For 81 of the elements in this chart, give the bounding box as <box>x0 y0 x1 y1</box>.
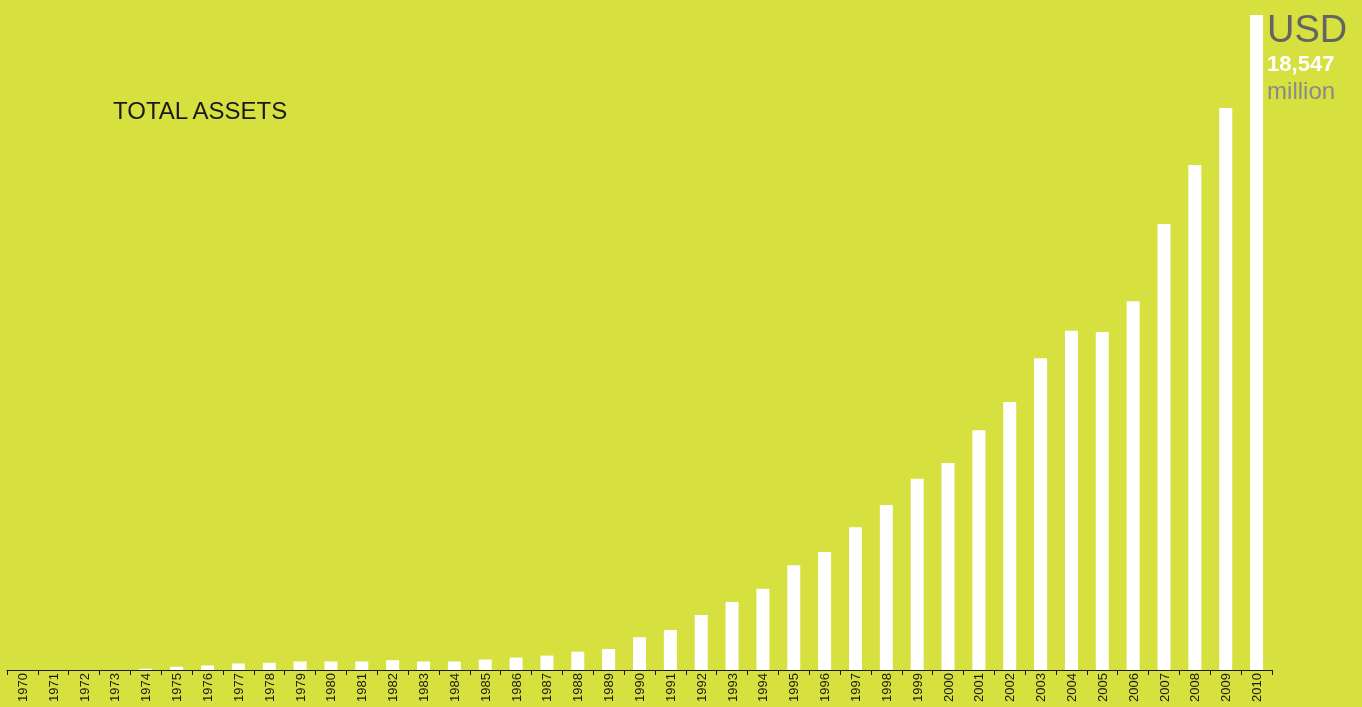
bar <box>787 565 801 670</box>
bar <box>941 463 955 670</box>
x-tick-label: 1993 <box>724 673 740 702</box>
x-tick-label: 2007 <box>1156 673 1172 702</box>
x-tick-label: 1984 <box>446 673 462 702</box>
bar <box>170 666 184 670</box>
x-tick-label: 1980 <box>323 673 339 702</box>
bar <box>478 659 492 670</box>
x-tick-label: 2000 <box>940 673 956 702</box>
x-tick-label: 1983 <box>416 673 432 702</box>
x-tick-label: 1988 <box>570 673 586 702</box>
bar <box>540 655 554 670</box>
bar <box>725 601 739 670</box>
bar <box>1157 223 1171 670</box>
x-tick-label: 1987 <box>539 673 555 702</box>
x-tick-label: 1977 <box>230 673 246 702</box>
x-tick-label: 1994 <box>755 673 771 702</box>
bar <box>1095 332 1109 670</box>
x-tick-label: 1971 <box>45 673 61 702</box>
bar <box>818 552 832 670</box>
x-tick-label: 1989 <box>601 673 617 702</box>
bar <box>602 649 616 670</box>
bar <box>633 637 646 670</box>
bar <box>1034 358 1048 670</box>
bar <box>201 665 215 670</box>
annotation: million <box>1267 76 1336 104</box>
bar <box>324 661 338 670</box>
annotation: 18,547 <box>1267 50 1335 76</box>
x-tick-label: 1998 <box>878 673 894 702</box>
annotation: USD <box>1267 8 1348 50</box>
x-tick-label: 1995 <box>786 673 802 702</box>
x-tick-label: 1979 <box>292 673 308 702</box>
bar <box>231 663 245 670</box>
bar <box>663 630 677 670</box>
x-tick-label: 1974 <box>138 673 154 702</box>
bar <box>1219 108 1233 670</box>
text: TOTAL ASSETS <box>113 96 288 124</box>
bar <box>1188 165 1202 670</box>
x-tick-label: 2006 <box>1125 673 1141 702</box>
x-tick-label: 2009 <box>1218 673 1234 702</box>
x-tick-label: 1970 <box>14 673 30 702</box>
x-tick-label: 1973 <box>107 673 123 702</box>
x-tick-label: 2005 <box>1094 673 1110 702</box>
bar <box>571 651 585 670</box>
bar <box>509 657 523 670</box>
x-tick-label: 1996 <box>817 673 833 702</box>
x-tick-label: 1997 <box>847 673 863 702</box>
x-tick-label: 1982 <box>385 673 401 702</box>
x-tick-label: 1990 <box>632 673 647 702</box>
x-tick-label: 1978 <box>261 673 277 702</box>
x-tick-label: 1976 <box>200 673 216 702</box>
bar <box>972 430 986 670</box>
bar <box>262 662 276 670</box>
bar <box>1250 15 1264 670</box>
bar <box>386 660 400 670</box>
bar <box>910 478 924 670</box>
x-tick-label: 1999 <box>909 673 925 702</box>
x-tick-label: 1972 <box>76 673 92 702</box>
x-tick-label: 1992 <box>693 673 709 702</box>
x-tick-label: 1975 <box>169 673 185 702</box>
x-tick-label: 1991 <box>662 673 678 702</box>
bar <box>756 588 770 670</box>
bar <box>1003 402 1017 670</box>
bar <box>417 661 431 670</box>
x-tick-label: 2002 <box>1002 673 1018 702</box>
bar <box>355 661 369 670</box>
bar <box>1126 301 1140 670</box>
bar <box>879 504 893 670</box>
x-tick-label: 1986 <box>508 673 524 702</box>
bar <box>447 661 461 670</box>
bar <box>293 661 307 670</box>
x-tick-label: 2010 <box>1249 673 1265 702</box>
x-tick-label: 1981 <box>354 673 370 702</box>
x-tick-label: 2003 <box>1033 673 1049 702</box>
x-tick-label: 2008 <box>1187 673 1203 702</box>
x-tick-label: 1985 <box>477 673 493 702</box>
bar <box>1064 330 1078 670</box>
bar <box>694 614 708 670</box>
bar <box>848 527 862 670</box>
x-tick-label: 2004 <box>1063 673 1079 702</box>
x-tick-label: 2001 <box>971 673 987 702</box>
